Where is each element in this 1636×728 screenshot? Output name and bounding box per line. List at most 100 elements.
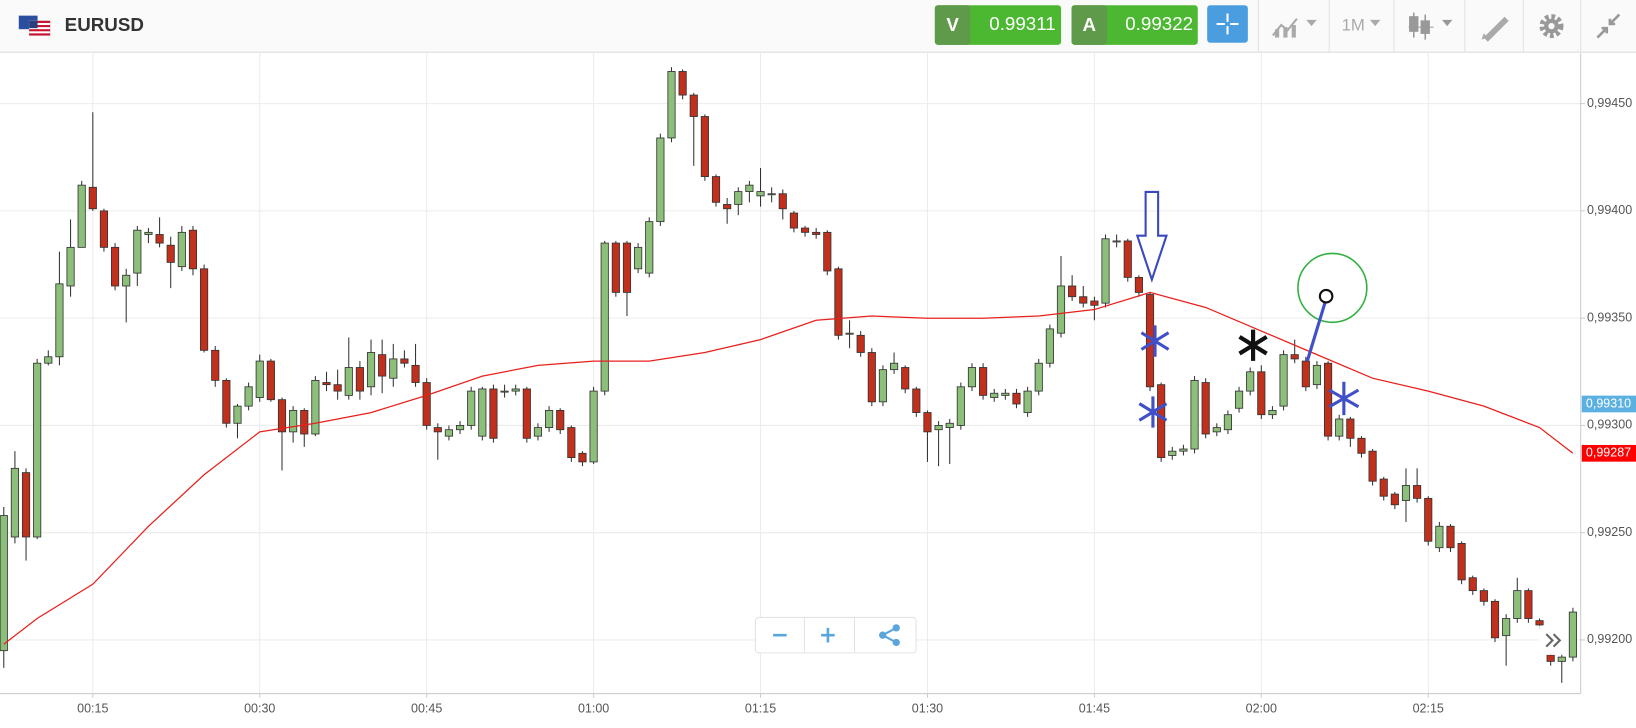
candle-body <box>1034 362 1043 392</box>
candle-body <box>1490 600 1500 639</box>
candle-body <box>1068 285 1077 298</box>
candle-body <box>867 352 876 403</box>
candle-body <box>1190 379 1199 450</box>
candle-body <box>567 427 576 459</box>
candle-body <box>845 332 854 335</box>
candle-body <box>166 244 175 263</box>
y-tick-label: 0,99400 <box>1587 203 1632 217</box>
buy-label: A <box>1082 14 1096 35</box>
candle-body <box>600 242 609 392</box>
candle-body <box>300 409 309 435</box>
zoom-in-button[interactable] <box>821 627 835 643</box>
candle-body <box>956 386 965 426</box>
arrow-annotation <box>1135 190 1168 283</box>
candle-body <box>1446 525 1455 549</box>
candle-body <box>889 362 899 371</box>
candle-body <box>255 360 264 398</box>
sell-button[interactable]: V 0.99311 <box>934 5 1062 45</box>
moving-average <box>3 291 1574 645</box>
crosshair-button[interactable] <box>1207 5 1248 43</box>
y-tick-label: 0,99350 <box>1587 310 1632 324</box>
candle-body <box>1390 493 1399 506</box>
timeframe-button[interactable]: 1M <box>1342 15 1381 34</box>
candle-body <box>979 367 988 396</box>
candle-body <box>177 231 186 268</box>
candle-body <box>1335 418 1344 437</box>
candle-body <box>1457 542 1466 581</box>
candle-body <box>1546 654 1555 662</box>
x-tick-label: 01:30 <box>912 702 943 716</box>
candle-body <box>111 246 120 287</box>
zoom-controls <box>754 616 917 654</box>
candle-body <box>745 184 754 193</box>
candle-body <box>1568 611 1577 658</box>
draw-button[interactable] <box>1481 16 1509 42</box>
asterisk-annotation <box>1238 329 1268 361</box>
buy-price: 0.99322 <box>1125 13 1193 34</box>
candle-body <box>277 399 287 433</box>
sell-label: V <box>946 14 959 35</box>
candle-body <box>1468 577 1477 592</box>
candle-body <box>1234 390 1244 409</box>
y-tick-label: 0,99250 <box>1587 525 1632 539</box>
candle-body <box>500 390 509 393</box>
candle-body <box>1379 478 1388 497</box>
candle-body <box>767 193 776 196</box>
share-button[interactable] <box>879 624 900 647</box>
candle-body <box>556 409 565 431</box>
candle-body <box>289 409 298 433</box>
point-annotation <box>1318 288 1334 304</box>
price-tag <box>1581 444 1636 462</box>
scroll-right-button[interactable] <box>1537 625 1568 655</box>
x-tick-label: 01:45 <box>1079 702 1110 716</box>
candle-style-button[interactable] <box>1408 12 1453 40</box>
candle-body <box>77 184 86 248</box>
candle-body <box>1023 390 1032 413</box>
chart-type-button[interactable] <box>1272 18 1317 38</box>
candle-body <box>366 352 376 388</box>
candle-body <box>901 367 910 390</box>
asterisk-annotation <box>1140 325 1170 357</box>
candle-body <box>1324 362 1333 437</box>
candle-body <box>1134 276 1143 293</box>
collapse-button[interactable] <box>1596 13 1621 39</box>
candle-body <box>711 176 721 203</box>
candle-body <box>200 268 209 351</box>
candle-body <box>1368 450 1377 482</box>
x-tick-label: 02:15 <box>1413 702 1444 716</box>
candle-body <box>622 242 632 293</box>
candle-body <box>856 334 865 353</box>
candle-body <box>10 467 19 538</box>
candle-body <box>266 360 275 401</box>
candle-body <box>389 358 398 379</box>
x-tick-label: 01:00 <box>578 702 609 716</box>
candle-body <box>1513 590 1522 619</box>
candle-body <box>1279 354 1288 407</box>
candle-body <box>1123 240 1132 278</box>
candle-body <box>734 191 743 205</box>
candle-body <box>0 515 8 652</box>
candle-body <box>188 229 198 270</box>
candle-body <box>578 452 587 463</box>
candle-body <box>656 137 665 223</box>
candle-body <box>800 227 810 233</box>
candle-body <box>1502 618 1511 637</box>
candle-body <box>489 388 498 439</box>
zoom-bar <box>754 616 917 654</box>
settings-button[interactable] <box>1539 14 1564 39</box>
candle-body <box>645 221 654 274</box>
plot-bg <box>0 53 1581 694</box>
buy-button[interactable]: A 0.99322 <box>1071 5 1198 45</box>
timeframe: 1M <box>1342 15 1365 34</box>
candle-body <box>1212 427 1221 433</box>
candle-body <box>1535 620 1544 626</box>
candle-body <box>1357 437 1366 454</box>
candle-body <box>99 210 109 248</box>
candle-body <box>222 379 231 424</box>
candle-body <box>467 390 476 426</box>
price-tag-label: 0,99287 <box>1586 446 1631 460</box>
candle-body <box>723 204 732 210</box>
candle-body <box>1435 525 1444 549</box>
y-tick-label: 0,99200 <box>1587 632 1632 646</box>
